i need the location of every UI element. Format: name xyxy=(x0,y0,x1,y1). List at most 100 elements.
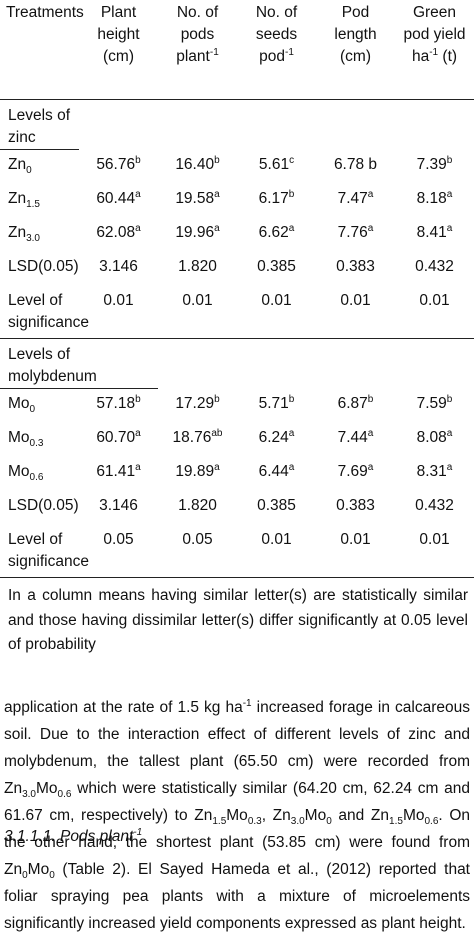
value-cell: 5.71b xyxy=(237,389,316,424)
value-cell: 6.24a xyxy=(237,423,316,457)
significance-letter: ab xyxy=(211,427,223,439)
data-row: Zn1.5 60.44a 19.58a 6.17b 7.47a 8.18a xyxy=(0,184,474,218)
value-cell: 0.05 xyxy=(79,525,158,578)
empty-cell xyxy=(158,339,474,389)
value: 60.44 xyxy=(96,190,136,207)
value: 8.41 xyxy=(416,224,447,241)
text-run: Mo xyxy=(36,780,58,797)
value: 16.40 xyxy=(175,155,215,173)
value-cell: 7.44a xyxy=(316,423,395,457)
value-cell: 0.383 xyxy=(316,252,395,286)
empty-cell xyxy=(79,100,474,150)
significance-letter: a xyxy=(135,188,141,200)
value: 19.58 xyxy=(175,190,215,207)
row-label: Level of significance xyxy=(0,525,89,578)
row-label: LSD(0.05) xyxy=(0,252,79,286)
subscript: 0 xyxy=(26,165,32,177)
text-run: Mo xyxy=(402,807,425,824)
value: 0.01 xyxy=(340,531,371,548)
significance-letter: a xyxy=(135,222,141,234)
value: 6.78 b xyxy=(333,155,378,173)
header-cell: No. of seeds pod-1 xyxy=(237,0,316,100)
superscript: -1 xyxy=(429,46,439,58)
significance-letter: a xyxy=(367,188,374,200)
value-cell: 0.05 xyxy=(158,525,237,578)
text-run: LSD(0.05) xyxy=(8,258,79,275)
text-run: Mo xyxy=(8,429,30,446)
value-cell: 3.146 xyxy=(79,252,158,286)
significance-letter: a xyxy=(135,461,141,473)
value: 8.08 xyxy=(416,429,447,446)
subscript: 0.6 xyxy=(29,472,44,484)
value: 0.01 xyxy=(340,292,371,309)
value-cell: 0.01 xyxy=(237,286,316,339)
subscript: 0 xyxy=(29,404,36,416)
subscript: 3.0 xyxy=(290,816,305,828)
value-cell: 7.69a xyxy=(316,457,395,491)
significance-letter: a xyxy=(446,427,453,439)
text-run: , Zn xyxy=(261,807,291,824)
header-cell: No. of pods plant-1 xyxy=(158,0,237,100)
section-title: Levels of zinc xyxy=(0,99,79,150)
significance-letter: a xyxy=(288,461,295,473)
value-cell: 0.01 xyxy=(316,286,395,339)
text-run: Green pod yield ha xyxy=(403,4,466,65)
value: 62.08 xyxy=(96,224,136,241)
value: 7.47 xyxy=(337,190,368,207)
text-run: Mo xyxy=(8,395,30,412)
row-label: Mo0.6 xyxy=(0,457,79,491)
value-cell: 0.01 xyxy=(79,286,158,339)
value-cell: 62.08a xyxy=(79,218,158,252)
value: 3.146 xyxy=(99,258,138,275)
value: 7.69 xyxy=(337,463,368,480)
significance-letter: b xyxy=(135,393,141,405)
significance-letter: c xyxy=(289,154,295,166)
significance-letter: a xyxy=(367,427,374,439)
value: 6.44 xyxy=(258,463,289,480)
text-run: and Zn xyxy=(331,807,390,824)
data-row: Mo0.3 60.70a 18.76ab 6.24a 7.44a 8.08a xyxy=(0,423,474,457)
value: 17.29 xyxy=(175,394,215,412)
value: 7.59 xyxy=(416,394,447,412)
superscript: -1 xyxy=(284,46,294,58)
value: 0.01 xyxy=(182,292,213,309)
data-row: Zn0 56.76b 16.40b 5.61c 6.78 b 7.39b xyxy=(0,150,474,185)
value: 5.61 xyxy=(258,155,290,173)
subscript: 1.5 xyxy=(212,816,227,828)
value-cell: 1.820 xyxy=(158,252,237,286)
value-cell: 7.47a xyxy=(316,184,395,218)
value-cell: 19.89a xyxy=(158,457,237,491)
value: 0.385 xyxy=(257,497,296,514)
value-cell: 7.76a xyxy=(316,218,395,252)
value-cell: 6.44a xyxy=(237,457,316,491)
value: 0.01 xyxy=(419,531,450,548)
significance-letter: a xyxy=(288,222,295,234)
value: 6.87 xyxy=(337,394,368,412)
value: 8.18 xyxy=(416,190,447,207)
data-row: LSD(0.05) 3.146 1.820 0.385 0.383 0.432 xyxy=(0,252,474,286)
value-cell: 17.29b xyxy=(158,389,237,424)
value: 1.820 xyxy=(178,258,217,275)
value: 0.432 xyxy=(415,258,454,275)
data-row: Mo0.6 61.41a 19.89a 6.44a 7.69a 8.31a xyxy=(0,457,474,491)
text-run: Zn xyxy=(8,190,27,207)
value: 19.89 xyxy=(175,463,215,480)
subscript: 0.3 xyxy=(247,816,262,828)
row-label: Zn0 xyxy=(0,150,79,185)
text-run: Zn xyxy=(8,156,27,173)
value: 0.01 xyxy=(419,292,450,309)
value-cell: 0.01 xyxy=(316,525,395,578)
row-label: Mo0 xyxy=(0,389,79,424)
value: 18.76 xyxy=(172,429,212,446)
value-cell: 16.40b xyxy=(158,150,237,185)
superscript: -1 xyxy=(133,826,143,838)
value: 0.05 xyxy=(103,531,134,548)
header-cell: Plant height (cm) xyxy=(79,0,158,100)
section-row: Levels of molybdenum xyxy=(0,338,474,389)
data-row: Mo0 57.18b 17.29b 5.71b 6.87b 7.59b xyxy=(0,389,474,424)
significance-letter: a xyxy=(446,461,453,473)
value-cell: 6.78 b xyxy=(316,150,395,185)
value-cell: 6.87b xyxy=(316,389,395,424)
